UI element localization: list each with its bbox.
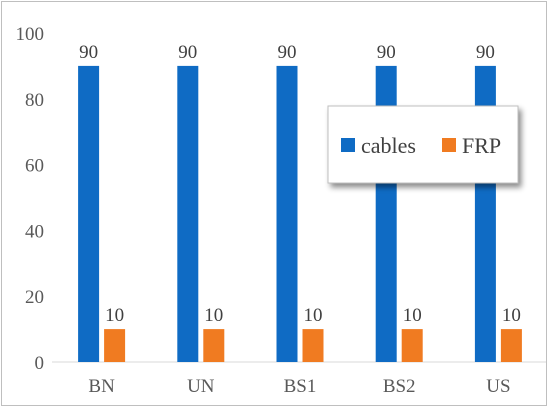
x-tick-label: BS1	[284, 376, 317, 397]
bar-cables-un	[177, 65, 199, 363]
x-tick-label: UN	[187, 376, 215, 397]
x-axis: BN UN BS1 BS2 US	[52, 361, 546, 397]
data-label: 90	[476, 42, 495, 63]
bars	[78, 65, 522, 363]
y-tick-label: 80	[25, 90, 44, 111]
data-label: 10	[304, 305, 323, 326]
data-label: 90	[278, 42, 297, 63]
y-tick-label: 40	[25, 221, 44, 242]
data-labels: 90 10 90 10 90 10 90 10 90 10	[79, 42, 521, 326]
bar-cables-bn	[78, 65, 100, 363]
legend-swatch-frp	[442, 138, 456, 152]
y-tick-label: 20	[25, 287, 44, 308]
legend-box	[327, 105, 519, 184]
data-label: 10	[403, 305, 422, 326]
data-label: 90	[79, 42, 98, 63]
bar-frp-un	[203, 329, 225, 362]
bar-frp-bn	[104, 329, 126, 362]
data-label: 90	[178, 42, 197, 63]
y-tick-label: 60	[25, 156, 44, 177]
legend-label-frp: FRP	[462, 133, 501, 158]
bar-frp-bs1	[302, 329, 324, 362]
bar-frp-us	[500, 329, 522, 362]
legend: cables FRP	[327, 105, 519, 184]
bar-cables-bs1	[276, 65, 298, 363]
x-tick-label: BN	[88, 376, 115, 397]
y-axis: 0 20 40 60 80 100	[16, 24, 45, 374]
x-tick-label: US	[486, 376, 510, 397]
y-tick-label: 100	[16, 24, 45, 45]
data-label: 90	[377, 42, 396, 63]
data-label: 10	[204, 305, 223, 326]
bar-frp-bs2	[401, 329, 423, 362]
legend-label-cables: cables	[361, 133, 416, 158]
legend-swatch-cables	[341, 138, 355, 152]
y-tick-label: 0	[35, 353, 45, 374]
data-label: 10	[105, 305, 124, 326]
data-label: 10	[502, 305, 521, 326]
x-tick-label: BS2	[383, 376, 416, 397]
